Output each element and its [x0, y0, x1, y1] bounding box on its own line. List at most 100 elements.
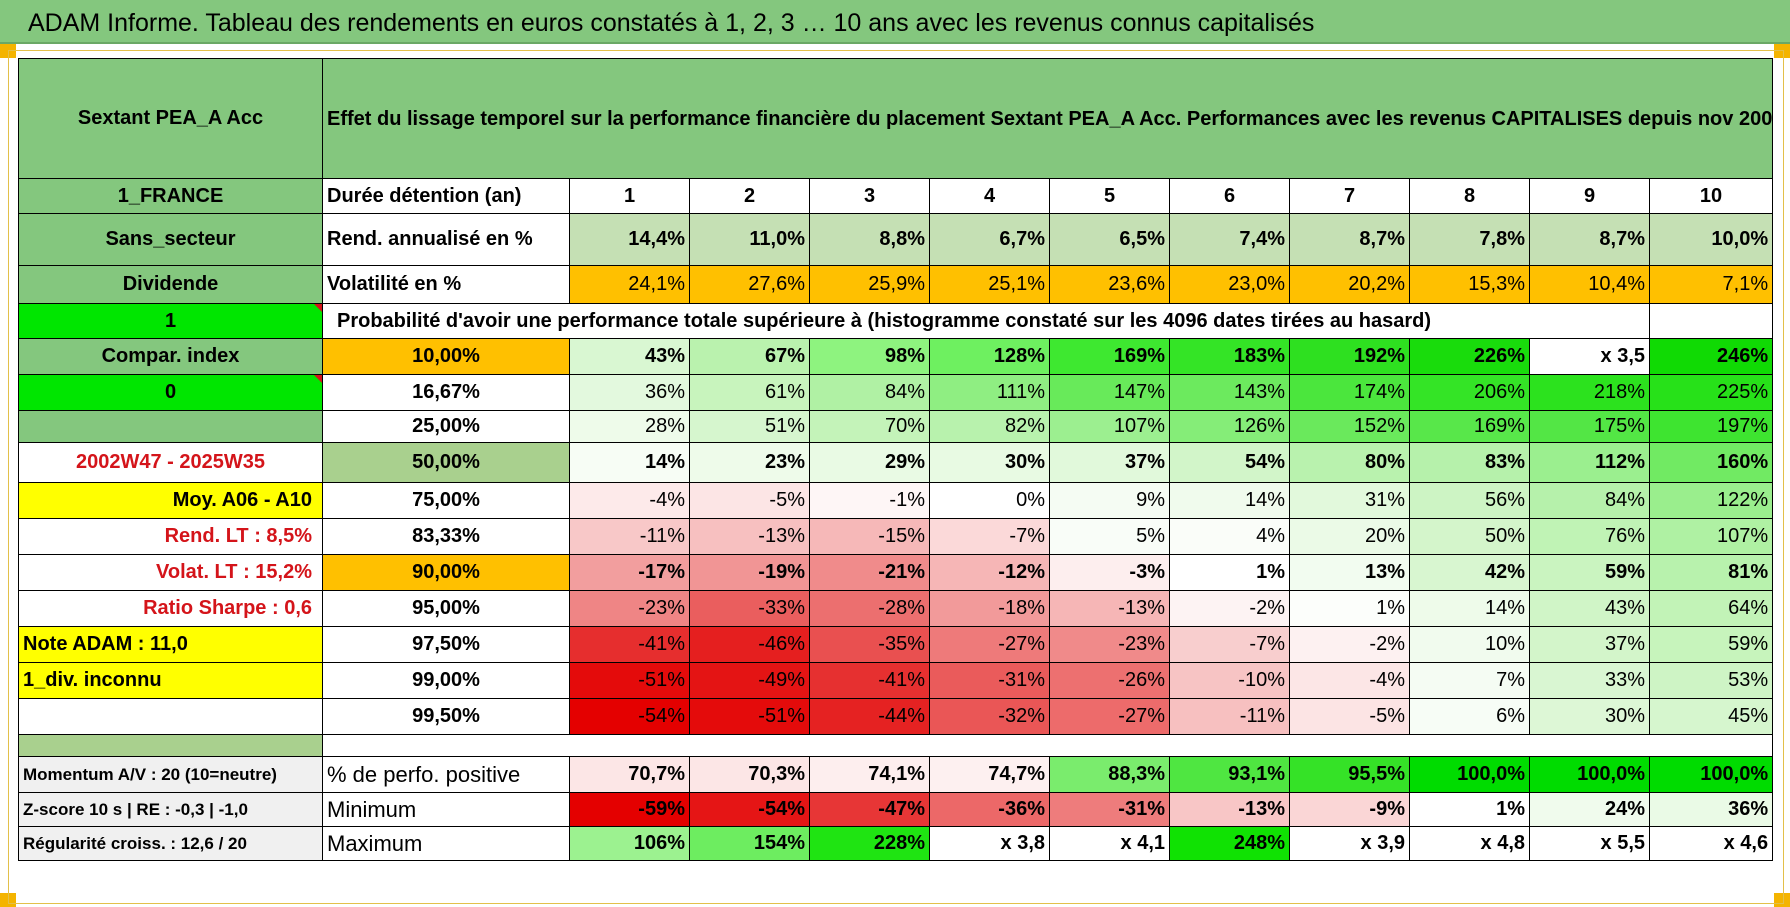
prob-row: 25,00% 28% 51% 70% 82% 107% 126% 152% 16… [18, 410, 1774, 443]
vol-row: Dividende Volatilité en % 24,1% 27,6% 25… [18, 265, 1774, 304]
prob-cell: 84% [1529, 482, 1650, 519]
rend-cell: 7,8% [1409, 213, 1530, 266]
prob-cell: 160% [1648, 442, 1774, 483]
moy-label: Moy. A06 - A10 [18, 482, 323, 519]
stat-cell: -36% [929, 792, 1050, 827]
prob-cell: -23% [1049, 626, 1170, 663]
prob-row: 99,50% -54% -51% -44% -32% -27% -11% -5%… [18, 698, 1774, 735]
vol-cell: 10,4% [1529, 265, 1650, 304]
prob-cell: 56% [1409, 482, 1530, 519]
rend-lt-label: Rend. LT : 8,5% [18, 518, 323, 555]
prob-cell: -54% [569, 698, 690, 735]
prob-cell: 9% [1049, 482, 1170, 519]
prob-cell: 20% [1289, 518, 1410, 555]
period-label: 2002W47 - 2025W35 [18, 442, 323, 483]
rend-cell: 8,7% [1529, 213, 1650, 266]
prob-cell: 59% [1529, 554, 1650, 591]
input-0-cell[interactable]: 0 [18, 374, 323, 411]
year-header: 2 [689, 178, 810, 214]
stat-cell: -47% [809, 792, 930, 827]
prob-cell: 174% [1289, 374, 1410, 411]
blank-side-cell [18, 698, 323, 735]
header-row: Sextant PEA_A Acc Effet du lissage tempo… [18, 58, 1774, 179]
prob-cell: -31% [929, 662, 1050, 699]
probability-caption: Probabilité d'avoir une performance tota… [322, 303, 1530, 339]
stat-cell: 70,3% [689, 756, 810, 793]
stats-row-min: Z-score 10 s | RE : -0,3 | -1,0 Minimum … [18, 792, 1774, 827]
sharpe-label: Ratio Sharpe : 0,6 [18, 590, 323, 627]
prob-cell: -51% [689, 698, 810, 735]
rend-cell: 8,8% [809, 213, 930, 266]
prob-cell: 13% [1289, 554, 1410, 591]
prob-cell: 1% [1289, 590, 1410, 627]
prob-cell: 82% [929, 410, 1050, 443]
prob-cell: -1% [809, 482, 930, 519]
compar-index-label: Compar. index [18, 338, 323, 375]
stat-cell: x 3,8 [929, 826, 1050, 861]
prob-cell: -35% [809, 626, 930, 663]
year-header: 6 [1169, 178, 1290, 214]
stat-cell: 248% [1169, 826, 1290, 861]
prob-cell: 147% [1049, 374, 1170, 411]
prob-cell: -19% [689, 554, 810, 591]
prob-cell: 30% [1529, 698, 1650, 735]
year-header: 3 [809, 178, 930, 214]
corner-marker-right [1774, 44, 1790, 58]
prob-cell: 169% [1049, 338, 1170, 375]
stat-cell: x 4,8 [1409, 826, 1530, 861]
stat-cell: 36% [1648, 792, 1774, 827]
prob-cell: 80% [1289, 442, 1410, 483]
prob-cell: 225% [1648, 374, 1774, 411]
year-header: 7 [1289, 178, 1410, 214]
prob-cell: 61% [689, 374, 810, 411]
prob-cell: 128% [929, 338, 1050, 375]
prob-cell: -10% [1169, 662, 1290, 699]
prob-cell: 4% [1169, 518, 1290, 555]
stat-cell: -59% [569, 792, 690, 827]
prob-cell: -11% [1169, 698, 1290, 735]
stat-cell: 100,0% [1529, 756, 1650, 793]
prob-cell: 5% [1049, 518, 1170, 555]
prob-cell: -51% [569, 662, 690, 699]
prob-cell: -28% [809, 590, 930, 627]
stat-cell: -9% [1289, 792, 1410, 827]
blank-side-cell [18, 410, 323, 443]
stat-cell: -31% [1049, 792, 1170, 827]
spacer-green [18, 734, 323, 757]
stat-cell: 228% [809, 826, 930, 861]
stat-cell: -54% [689, 792, 810, 827]
stat-cell: 100,0% [1409, 756, 1530, 793]
vol-cell: 7,1% [1648, 265, 1774, 304]
prob-cell: 0% [929, 482, 1050, 519]
country-label: 1_FRANCE [18, 178, 323, 214]
prob-cell: 43% [1529, 590, 1650, 627]
stat-cell: x 4,1 [1049, 826, 1170, 861]
input-1-cell[interactable]: 1 [18, 303, 323, 339]
duration-label: Durée détention (an) [322, 178, 570, 214]
prob-cell: 1% [1169, 554, 1290, 591]
year-header: 1 [569, 178, 690, 214]
stat-cell: x 5,5 [1529, 826, 1650, 861]
prob-cell: -2% [1289, 626, 1410, 663]
prob-cell: -23% [569, 590, 690, 627]
div-label: 1_div. inconnu [18, 662, 323, 699]
prob-cell: 59% [1648, 626, 1774, 663]
rend-cell: 6,7% [929, 213, 1050, 266]
prob-cell: -32% [929, 698, 1050, 735]
prob-cell: 37% [1529, 626, 1650, 663]
stat-cell: x 4,6 [1648, 826, 1774, 861]
prob-cell: 64% [1648, 590, 1774, 627]
prob-cell: 175% [1529, 410, 1650, 443]
prob-level: 50,00% [322, 442, 570, 483]
prob-cell: 218% [1529, 374, 1650, 411]
prob-level: 10,00% [322, 338, 570, 375]
description: Effet du lissage temporel sur la perform… [321, 58, 1774, 179]
prob-cell: -44% [809, 698, 930, 735]
prob-cell: -41% [569, 626, 690, 663]
prob-cell: 23% [689, 442, 810, 483]
stats-row-positive: Momentum A/V : 20 (10=neutre) % de perfo… [18, 756, 1774, 793]
prob-cell: -7% [929, 518, 1050, 555]
prob-level: 75,00% [322, 482, 570, 519]
prob-cell: x 3,5 [1529, 338, 1650, 375]
prob-cell: 152% [1289, 410, 1410, 443]
